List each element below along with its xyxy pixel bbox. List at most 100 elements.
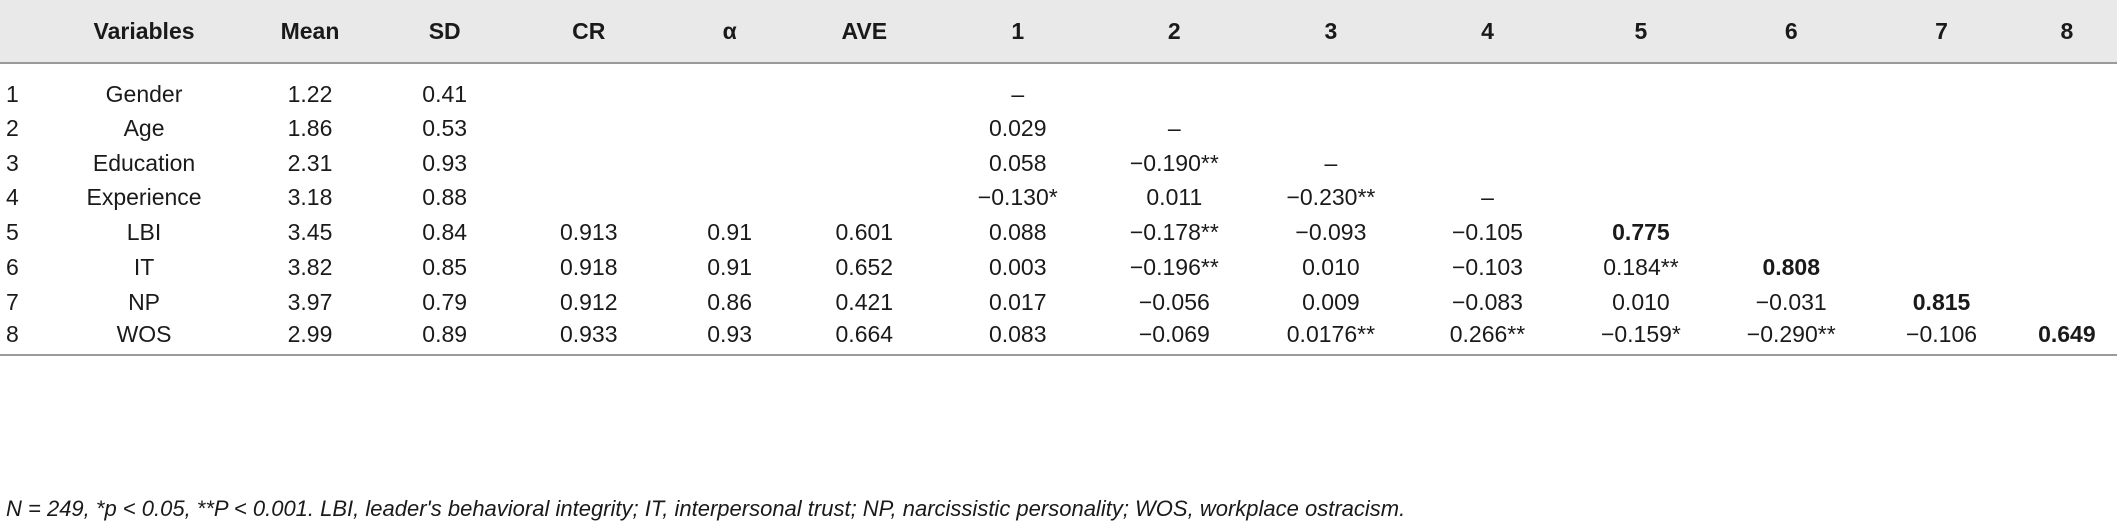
table-cell: 0.088 xyxy=(988,219,1047,246)
column-header: 5 xyxy=(1565,0,1717,64)
table-cell xyxy=(1409,111,1566,146)
table-cell xyxy=(1866,250,2016,285)
table-cell: −0.031 xyxy=(1755,288,1827,315)
table-cell xyxy=(2017,111,2117,146)
row-index: 2 xyxy=(6,114,19,141)
table-cell: 0.53 xyxy=(422,114,468,141)
table-cell xyxy=(1866,111,2016,146)
table-cell: −0.093 xyxy=(1295,219,1367,246)
table-row: 5 LBI 3.45 0.84 0.913 0.91 0.601 0.088 −0.178** −… xyxy=(0,215,2117,250)
column-header: 4 xyxy=(1409,0,1566,64)
row-index: 4 xyxy=(6,184,19,211)
table-cell xyxy=(2017,146,2117,181)
table-row: 7 NP 3.97 0.79 0.912 0.86 0.421 0.017 −0.056 0.00… xyxy=(0,285,2117,320)
table-cell: −0.130* xyxy=(977,184,1058,211)
row-index: 7 xyxy=(6,288,19,315)
table-cell: 0.017 xyxy=(988,288,1047,315)
table-row: 4 Experience 3.18 0.88 −0.130* 0.011 −0.230** – xyxy=(0,181,2117,216)
table-cell xyxy=(670,63,789,111)
table-cell xyxy=(670,181,789,216)
table-cell: −0.178** xyxy=(1129,219,1219,246)
table-cell: 3.97 xyxy=(287,288,333,315)
table-cell xyxy=(507,181,670,216)
column-header: 2 xyxy=(1096,0,1253,64)
table-cell: – xyxy=(1481,184,1494,211)
variable-name: NP xyxy=(128,288,161,315)
table-row: 8 WOS 2.99 0.89 0.933 0.93 0.664 0.083 −0.069 0.0… xyxy=(0,319,2117,356)
table-cell xyxy=(507,63,670,111)
table-cell xyxy=(1566,146,1716,181)
table-cell: 0.775 xyxy=(1612,219,1670,246)
table-cell xyxy=(1866,63,2016,111)
table-cell: – xyxy=(1167,114,1181,141)
column-header: 3 xyxy=(1252,0,1410,64)
table-cell: −0.196** xyxy=(1129,254,1219,281)
table-cell: – xyxy=(1011,81,1025,107)
table-cell: 0.664 xyxy=(789,319,940,356)
table-cell xyxy=(670,111,789,146)
table-cell xyxy=(1096,63,1253,111)
table-cell: 0.010 xyxy=(1612,288,1670,315)
table-cell xyxy=(2017,285,2117,320)
table-cell: 0.91 xyxy=(707,219,753,246)
table-cell: 0.808 xyxy=(1762,254,1821,281)
table-cell: −0.290** xyxy=(1716,319,1867,356)
table-cell xyxy=(1566,181,1716,216)
table-cell: 0.003 xyxy=(988,254,1047,281)
table-cell xyxy=(2017,181,2117,216)
variable-name: WOS xyxy=(50,319,238,356)
correlation-table: Variables Mean SD CR α AVE 1 2 3 4 5 6 7 8 1 Gender 1.2… xyxy=(0,0,2117,356)
table-cell xyxy=(1409,146,1566,181)
variable-name: IT xyxy=(133,254,155,281)
table-cell xyxy=(2017,250,2117,285)
table-row: 1 Gender 1.22 0.41 – xyxy=(0,63,2117,111)
row-index: 5 xyxy=(6,219,19,246)
column-header: SD xyxy=(382,0,508,64)
table-cell: 0.93 xyxy=(422,149,468,176)
column-header: Variables xyxy=(50,0,238,64)
column-header: 6 xyxy=(1716,0,1867,64)
table-cell: 0.652 xyxy=(835,254,894,281)
table-cell: 0.601 xyxy=(835,219,894,246)
row-index: 1 xyxy=(6,81,19,107)
table-body: 1 Gender 1.22 0.41 – 2 Age 1.86 0.53 0.029 – 3 Educa… xyxy=(0,63,2117,356)
table-cell xyxy=(1409,63,1566,111)
table-cell: 0.815 xyxy=(1912,288,1971,315)
table-cell: 0.79 xyxy=(422,288,468,315)
table-cell xyxy=(1716,146,1866,181)
table-cell: 0.421 xyxy=(835,288,894,315)
table-cell xyxy=(1866,215,2016,250)
row-index: 6 xyxy=(6,254,19,281)
table-cell: 0.649 xyxy=(2016,319,2117,356)
column-header: 1 xyxy=(939,0,1097,64)
table-cell: 0.84 xyxy=(422,219,468,246)
table-cell: 0.184** xyxy=(1603,254,1679,281)
table-cell xyxy=(507,111,670,146)
table-cell: −0.190** xyxy=(1129,149,1219,176)
table-cell: 0.266** xyxy=(1409,319,1566,356)
table-cell xyxy=(507,146,670,181)
table-cell xyxy=(1566,111,1716,146)
table-cell: 0.912 xyxy=(559,288,618,315)
table-cell: 0.88 xyxy=(422,184,468,211)
table-cell: 0.85 xyxy=(422,254,468,281)
table-cell xyxy=(1253,63,1410,111)
column-header: 7 xyxy=(1866,0,2017,64)
table-cell: 0.083 xyxy=(939,319,1097,356)
table-cell: −0.105 xyxy=(1451,219,1523,246)
table-cell: 0.89 xyxy=(382,319,508,356)
row-index: 8 xyxy=(0,319,51,356)
table-cell: −0.056 xyxy=(1138,288,1210,315)
table-cell xyxy=(789,111,939,146)
table-footnote: N = 249, *p < 0.05, **P < 0.001. LBI, le… xyxy=(6,496,1406,521)
table-cell: 1.22 xyxy=(287,81,333,107)
table-cell: 0.918 xyxy=(559,254,618,281)
table-cell: 0.010 xyxy=(1302,254,1360,281)
table-cell: −0.069 xyxy=(1096,319,1253,356)
variable-name: Education xyxy=(92,149,196,176)
header-row: Variables Mean SD CR α AVE 1 2 3 4 5 6 7 8 xyxy=(0,0,2117,64)
table-cell: 3.18 xyxy=(287,184,333,211)
table-cell: 0.029 xyxy=(988,114,1047,141)
table-cell xyxy=(1866,181,2016,216)
